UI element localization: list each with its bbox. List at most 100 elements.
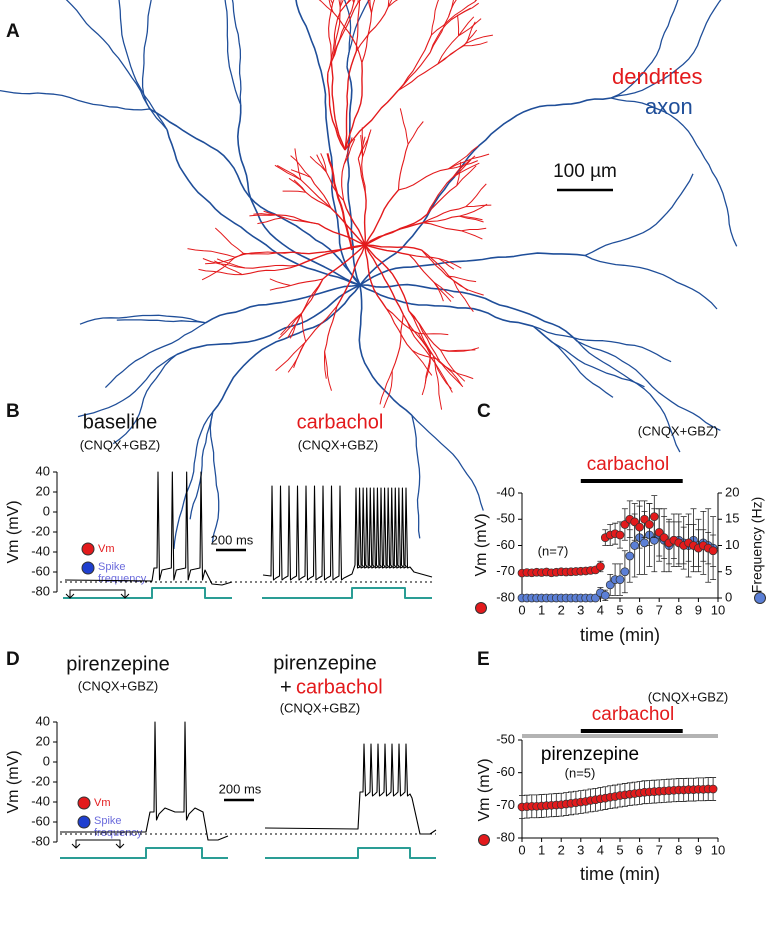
- dendrite: [364, 244, 422, 251]
- trace-subtitle: (CNQX+GBZ): [78, 678, 159, 693]
- dendrite: [408, 254, 435, 283]
- dendrite: [242, 264, 299, 276]
- dendrite: [276, 164, 302, 181]
- y2-tick-label: 20: [725, 484, 739, 499]
- y-axis-label: Vm (mV): [5, 500, 22, 563]
- legend-marker: [81, 542, 95, 556]
- axon: [79, 314, 206, 325]
- y-tick-label: -40: [496, 484, 515, 499]
- dendrite: [461, 230, 483, 240]
- x-tick-label: 4: [597, 842, 604, 857]
- dendrite: [357, 0, 359, 3]
- dendrite: [408, 310, 440, 362]
- dendrite: [458, 16, 475, 37]
- dendrite: [465, 204, 492, 208]
- dendrite: [278, 313, 302, 340]
- x-axis-label: time (min): [580, 864, 660, 884]
- dendrite: [214, 227, 244, 254]
- dendrite: [448, 145, 479, 170]
- dendrite: [316, 154, 327, 173]
- voltage-traces: [60, 721, 437, 859]
- dendrite: [330, 207, 366, 246]
- y-tick-label: -70: [496, 797, 515, 812]
- x-tick-label: 10: [711, 842, 725, 857]
- dendrite: [451, 2, 479, 20]
- dendrite: [408, 310, 441, 351]
- dendrite: [280, 312, 303, 336]
- dendrite: [407, 121, 424, 145]
- chart-title: (CNQX+GBZ): [648, 689, 729, 704]
- neuron-reconstruction: [0, 0, 738, 550]
- x-tick-label: 9: [695, 842, 702, 857]
- dendrite: [369, 0, 372, 14]
- dendrite: [437, 35, 459, 65]
- dendrite: [327, 11, 341, 74]
- legend-dendrites: dendrites: [612, 64, 703, 89]
- dendrite: [205, 252, 244, 265]
- data-point: [615, 575, 625, 584]
- data-point: [620, 520, 630, 529]
- dendrite: [385, 308, 419, 334]
- y2-tick-label: 5: [725, 563, 732, 578]
- dendrite: [355, 6, 389, 52]
- x-tick-label: 2: [558, 602, 565, 617]
- data-point: [630, 517, 640, 527]
- dendrite: [320, 153, 327, 173]
- y-tick-label: -20: [31, 773, 50, 788]
- data-point: [625, 551, 635, 561]
- axon: [209, 411, 220, 543]
- axon: [584, 254, 718, 310]
- x-axis-label: time (min): [580, 625, 660, 645]
- y-tick-label: -80: [496, 829, 515, 844]
- dendrite: [438, 258, 455, 270]
- dendrite: [343, 138, 356, 165]
- data-point: [591, 593, 600, 603]
- x-tick-label: 9: [695, 602, 702, 617]
- x-tick-label: 5: [616, 842, 623, 857]
- axon: [411, 414, 484, 511]
- dendrite: [439, 349, 466, 382]
- y-tick-label: -40: [31, 543, 50, 558]
- axon: [532, 325, 645, 388]
- dendrite: [362, 129, 372, 158]
- dendrite: [433, 281, 454, 299]
- axon: [358, 284, 413, 416]
- dendrite: [387, 0, 390, 7]
- dendrite: [383, 370, 393, 409]
- dendrite: [305, 191, 332, 209]
- dendrite: [283, 217, 319, 225]
- dendrite: [453, 280, 474, 313]
- dendrite: [328, 3, 334, 62]
- dendrite: [364, 222, 423, 246]
- axon: [224, 0, 242, 106]
- legend-spike: Spike: [94, 815, 122, 827]
- dendrite: [424, 354, 431, 384]
- dendrite: [327, 6, 341, 74]
- dendrite: [300, 313, 307, 343]
- legend-vm: Vm: [94, 797, 111, 809]
- dendrite: [417, 333, 432, 355]
- dendrite: [328, 0, 334, 13]
- data-point: [645, 520, 654, 529]
- dendrite: [379, 370, 393, 405]
- dendrite: [318, 0, 334, 13]
- panel-label: A: [6, 21, 20, 42]
- dendrite: [245, 264, 299, 269]
- axon: [577, 340, 721, 431]
- legend-axon: axon: [645, 94, 693, 119]
- data-point: [649, 512, 659, 521]
- dendrite: [355, 0, 361, 52]
- y-tick-label: 20: [36, 733, 50, 748]
- dendrite: [397, 52, 431, 91]
- axon: [237, 104, 361, 286]
- dendrite: [290, 169, 311, 178]
- dendrite: [387, 0, 399, 8]
- dendrite: [422, 215, 460, 224]
- panel-label: E: [477, 649, 490, 670]
- legend-marker: [77, 815, 91, 829]
- y2-tick-label: 10: [725, 537, 739, 552]
- dendrite: [433, 281, 452, 302]
- dendrite: [465, 183, 487, 207]
